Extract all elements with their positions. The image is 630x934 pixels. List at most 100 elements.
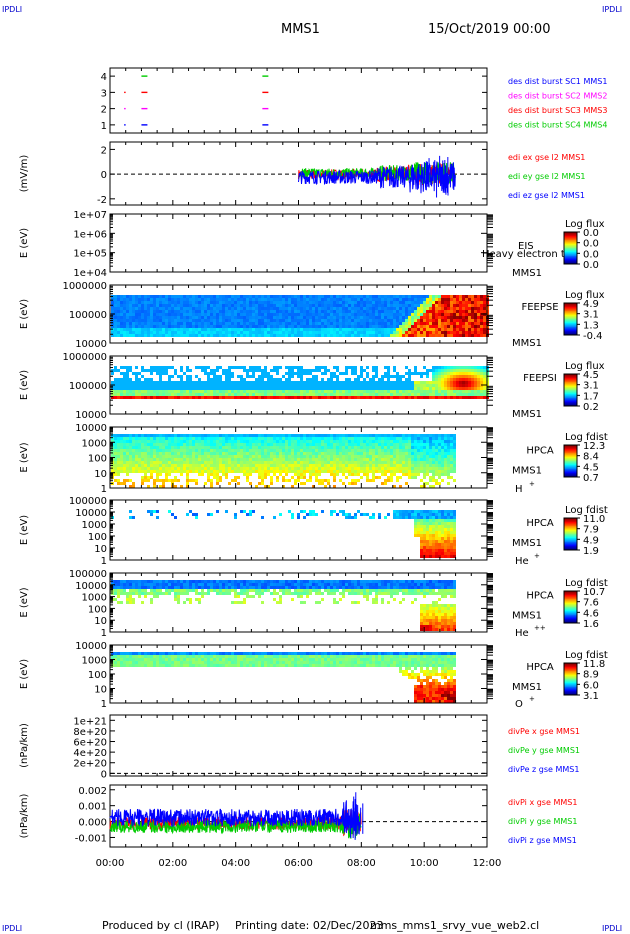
spectrogram-cell (270, 328, 273, 331)
spectrogram-cell (279, 381, 282, 384)
spectrogram-cell (330, 328, 333, 331)
spectrogram-cell (321, 366, 324, 369)
spectrogram-cell (246, 455, 249, 458)
spectrogram-cell (141, 449, 144, 452)
spectrogram-cell (240, 467, 243, 470)
spectrogram-cell (279, 304, 282, 307)
spectrogram-cell (255, 440, 258, 443)
spectrogram-cell (384, 467, 387, 470)
spectrogram-cell (210, 440, 213, 443)
spectrogram-cell (285, 446, 288, 449)
spectrogram-cell (345, 295, 348, 298)
spectrogram-cell (378, 464, 381, 467)
spectrogram-cell (291, 387, 294, 390)
spectrogram-cell (435, 307, 438, 310)
spectrogram-cell (201, 396, 204, 399)
spectrogram-cell (162, 387, 165, 390)
colorbar-swatch (564, 260, 577, 262)
spectrogram-cell (237, 440, 240, 443)
spectrogram-cell (210, 322, 213, 325)
spectrogram-cell (123, 307, 126, 310)
spectrogram-cell (390, 443, 393, 446)
spectrogram-cell (339, 390, 342, 393)
spectrogram-cell (123, 316, 126, 319)
spectrogram-cell (396, 437, 399, 440)
spectrogram-cell (429, 328, 432, 331)
spectrogram-cell (303, 328, 306, 331)
spectrogram-cell (132, 334, 135, 337)
spectrogram-cell (312, 307, 315, 310)
spectrogram-cell (267, 295, 270, 298)
spectrogram-cell (432, 322, 435, 325)
spectrogram-cell (303, 449, 306, 452)
spectrogram-cell (465, 331, 468, 334)
spectrogram-cell (243, 369, 246, 372)
spectrogram-cell (282, 387, 285, 390)
spectrogram-cell (129, 437, 132, 440)
spectrogram-cell (249, 387, 252, 390)
spectrogram-cell (198, 310, 201, 313)
spectrogram-cell (321, 470, 324, 473)
spectrogram-cell (162, 452, 165, 455)
spectrogram-cell (453, 313, 456, 316)
spectrogram-cell (132, 390, 135, 393)
spectrogram-cell (225, 313, 228, 316)
spectrogram-cell (348, 387, 351, 390)
spectrogram-cell (435, 390, 438, 393)
spectrogram-cell (327, 319, 330, 322)
spectrogram-cell (162, 384, 165, 387)
spectrogram-cell (267, 319, 270, 322)
spectrogram-cell (354, 470, 357, 473)
spectrogram-cell (297, 449, 300, 452)
spectrogram-cell (309, 331, 312, 334)
spectrogram-cell (147, 369, 150, 372)
spectrogram-cell (162, 482, 165, 485)
spectrogram-cell (285, 479, 288, 482)
spectrogram-cell (186, 446, 189, 449)
spectrogram-cell (402, 455, 405, 458)
spectrogram-cell (231, 366, 234, 369)
spectrogram-cell (339, 310, 342, 313)
colorbar-tick-label: 1.3 (583, 320, 599, 331)
spectrogram-cell (441, 381, 444, 384)
spectrogram-cell (234, 440, 237, 443)
spectrogram-cell (123, 381, 126, 384)
spectrogram-cell (186, 307, 189, 310)
spectrogram-cell (327, 378, 330, 381)
spectrogram-cell (264, 440, 267, 443)
y-tick-label: 2 (101, 145, 107, 156)
spectrogram-cell (225, 295, 228, 298)
spectrogram-cell (156, 310, 159, 313)
spectrogram-cell (129, 485, 132, 488)
spectrogram-cell (354, 482, 357, 485)
spectrogram-cell (411, 372, 414, 375)
spectrogram-cell (330, 298, 333, 301)
spectrogram-cell (234, 328, 237, 331)
spectrogram-cell (387, 366, 390, 369)
spectrogram-cell (207, 331, 210, 334)
spectrogram-cell (141, 310, 144, 313)
spectrogram-cell (381, 378, 384, 381)
spectrogram-cell (255, 319, 258, 322)
spectrogram-cell (219, 470, 222, 473)
spectrogram-cell (273, 366, 276, 369)
spectrogram-cell (342, 461, 345, 464)
spectrogram-cell (339, 319, 342, 322)
spectrogram-cell (318, 316, 321, 319)
spectrogram-cell (243, 310, 246, 313)
spectrogram-cell (153, 301, 156, 304)
spectrogram-cell (117, 434, 120, 437)
spectrogram-cell (312, 434, 315, 437)
spectrogram-cell (186, 375, 189, 378)
spectrogram-cell (273, 313, 276, 316)
spectrogram-cell (138, 298, 141, 301)
spectrogram-cell (183, 458, 186, 461)
spectrogram-cell (444, 322, 447, 325)
spectrogram-cell (390, 331, 393, 334)
spectrogram-cell (480, 390, 483, 393)
spectrogram-cell (372, 470, 375, 473)
spectrogram-cell (465, 301, 468, 304)
spectrogram-cell (357, 319, 360, 322)
spectrogram-cell (447, 334, 450, 337)
spectrogram-cell (150, 396, 153, 399)
